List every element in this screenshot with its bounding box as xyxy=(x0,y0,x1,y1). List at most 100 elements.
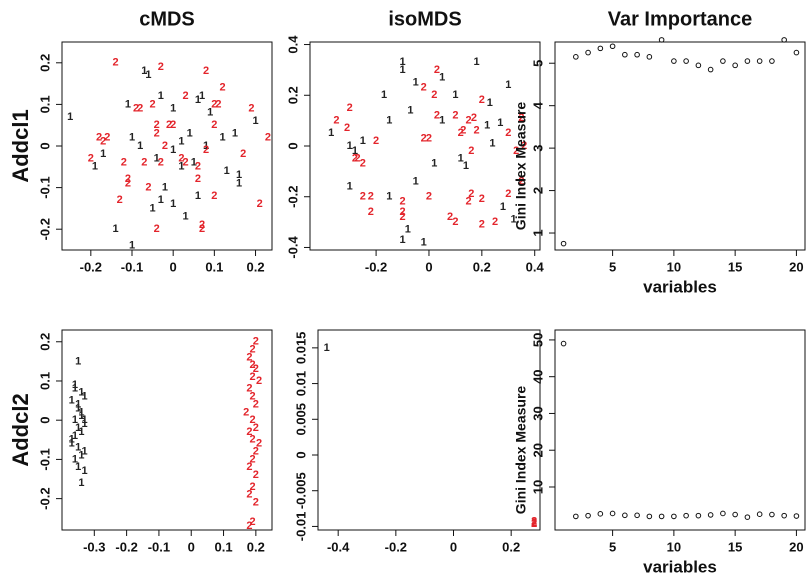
point xyxy=(720,510,726,517)
point-label: 1 xyxy=(112,223,118,235)
y-tick-label: 5 xyxy=(530,60,545,67)
point-label: 2 xyxy=(141,157,147,169)
point-label: 1 xyxy=(69,434,75,446)
point-label: 2 xyxy=(368,191,374,203)
point-label: 1 xyxy=(72,430,78,442)
point-label: 2 xyxy=(88,152,94,164)
point xyxy=(671,513,677,520)
point-label: 2 xyxy=(117,194,123,206)
point-label: 2 xyxy=(505,127,511,139)
point-label: 2 xyxy=(253,496,259,508)
point-label: 1 xyxy=(487,97,493,109)
y-tick-label: 0.4 xyxy=(285,35,300,54)
y-tick-label: -0.2 xyxy=(37,218,52,240)
point-label: 1 xyxy=(72,414,78,426)
point xyxy=(695,512,702,519)
y-tick-label: 40 xyxy=(530,369,545,383)
point xyxy=(622,51,628,58)
y-tick-label: -0.005 xyxy=(293,472,308,509)
point-label: 2 xyxy=(250,481,256,493)
point-label: 1 xyxy=(360,135,366,147)
point-label: 2 xyxy=(133,102,139,114)
point-label: 2 xyxy=(344,122,350,134)
x-tick-label: 0.4 xyxy=(526,259,545,274)
point-label: 2 xyxy=(431,89,437,101)
y-tick-label: -0.01 xyxy=(293,512,308,542)
point-label: 1 xyxy=(489,137,495,149)
point-label: 1 xyxy=(170,198,176,210)
point-label: 2 xyxy=(492,216,498,228)
y-tick-label: 0.015 xyxy=(293,332,308,365)
point-label: 2 xyxy=(360,191,366,203)
point-label: 1 xyxy=(78,410,84,422)
point-label: 1 xyxy=(328,127,334,139)
point-label: 2 xyxy=(154,127,160,139)
point-label: 1 xyxy=(187,127,193,139)
point-label: 1 xyxy=(82,414,88,426)
y-tick-label: -0.4 xyxy=(285,235,300,258)
point-label: 1 xyxy=(381,89,387,101)
point-label: 1 xyxy=(458,153,464,165)
x-tick-label: 0 xyxy=(425,259,432,274)
point xyxy=(744,514,751,520)
x-tick-label: -0.2 xyxy=(115,539,137,554)
point-label: 2 xyxy=(250,453,256,465)
point-label: 1 xyxy=(178,136,184,148)
point-label: 1 xyxy=(195,94,201,106)
point-label: 1 xyxy=(170,144,176,156)
x-tick-label: 15 xyxy=(728,539,742,554)
point-label: 1 xyxy=(347,180,353,192)
point-label: 2 xyxy=(250,414,256,426)
point-label: 1 xyxy=(72,383,78,395)
point-label: 1 xyxy=(324,342,330,354)
point xyxy=(634,512,640,519)
point-label: 1 xyxy=(199,90,205,102)
point-label: 1 xyxy=(82,418,88,430)
point-label: 2 xyxy=(145,182,151,194)
x-tick-label: 15 xyxy=(728,259,742,274)
point xyxy=(609,510,616,517)
point-label: 1 xyxy=(78,406,84,418)
x-tick-label: 10 xyxy=(667,259,681,274)
y-tick-label: -0.1 xyxy=(37,176,52,198)
point-label: 2 xyxy=(468,188,474,200)
point xyxy=(585,512,591,519)
point-label: 1 xyxy=(484,120,490,132)
x-tick-label: 0.1 xyxy=(205,259,223,274)
x-tick-label: 0 xyxy=(188,539,195,554)
point-label: 2 xyxy=(182,157,188,169)
x-tick-label: -0.1 xyxy=(148,539,170,554)
point-label: 1 xyxy=(78,449,84,461)
point-label: 2 xyxy=(162,140,168,152)
point-label: 2 xyxy=(253,363,259,375)
point-label: 2 xyxy=(505,188,511,200)
y-tick-label: 0 xyxy=(285,142,300,149)
point-label: 1 xyxy=(399,64,405,76)
point-label: 1 xyxy=(67,111,73,123)
x-tick-label: 10 xyxy=(667,539,681,554)
y-tick-label: 0.2 xyxy=(285,86,300,104)
point xyxy=(781,37,787,43)
point xyxy=(707,512,714,518)
point-label: 1 xyxy=(141,65,147,77)
point-label: 1 xyxy=(473,56,479,68)
point-label: 1 xyxy=(191,157,197,169)
point-label: 2 xyxy=(466,115,472,127)
point xyxy=(683,512,689,519)
point xyxy=(781,512,787,519)
point-label: 1 xyxy=(439,115,445,127)
point xyxy=(707,66,714,73)
point-label: 1 xyxy=(75,355,81,367)
point-label: 2 xyxy=(347,102,353,114)
point-label: 2 xyxy=(246,351,252,363)
column-title: isoMDS xyxy=(388,8,461,30)
point-label: 2 xyxy=(250,344,256,356)
point xyxy=(793,49,800,56)
point-label: 1 xyxy=(386,191,392,203)
x-axis-label: variables xyxy=(643,277,717,296)
x-tick-label: -0.4 xyxy=(327,539,350,554)
point-label: 1 xyxy=(158,90,164,102)
point-label: 2 xyxy=(125,177,131,189)
point-label: 1 xyxy=(386,115,392,127)
y-tick-label: 10 xyxy=(530,480,545,494)
